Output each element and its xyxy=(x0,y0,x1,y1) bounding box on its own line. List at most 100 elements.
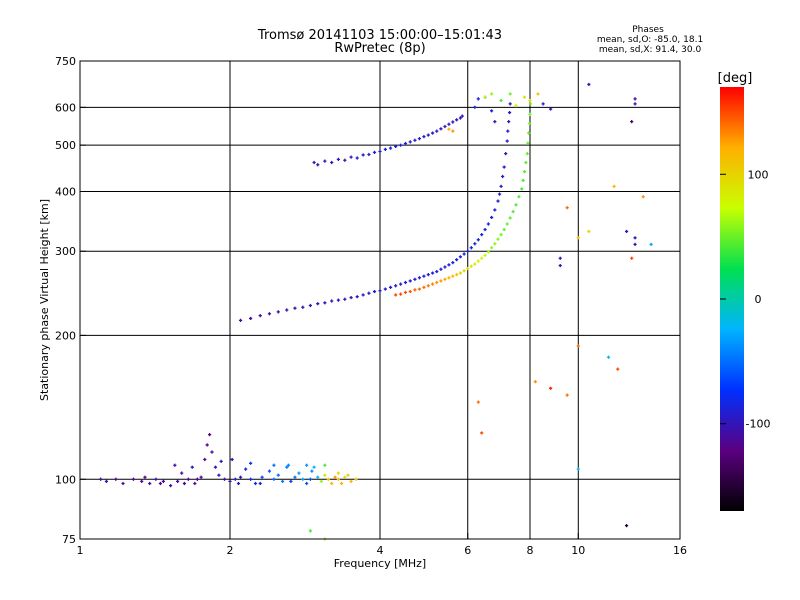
scatter-point xyxy=(388,285,393,290)
scatter-point xyxy=(355,156,359,160)
scatter-point xyxy=(316,302,320,306)
scatter-point xyxy=(527,121,532,126)
scatter-point xyxy=(499,98,503,103)
scatter-point xyxy=(308,303,313,308)
scatter-point xyxy=(285,465,289,469)
scatter-point xyxy=(258,314,262,318)
scatter-point xyxy=(148,481,152,486)
scatter-point xyxy=(502,165,506,169)
scatter-point xyxy=(253,481,258,486)
scatter-point xyxy=(469,264,473,268)
scatter-point xyxy=(394,144,398,149)
scatter-point xyxy=(458,271,463,275)
scatter-point xyxy=(176,479,180,483)
colorbar-tick-label: -100 xyxy=(746,418,771,431)
scatter-point xyxy=(343,297,347,301)
scatter-point xyxy=(260,475,264,479)
scatter-point xyxy=(388,146,393,150)
scatter-point xyxy=(199,475,203,479)
scatter-point xyxy=(476,259,480,263)
scatter-point xyxy=(258,481,262,486)
scatter-point xyxy=(483,95,487,99)
scatter-point xyxy=(413,277,417,281)
y-tick-label: 400 xyxy=(55,185,76,198)
scatter-point xyxy=(451,260,455,265)
scatter-point xyxy=(522,170,527,174)
stats-line-x: mean, sd,X: 91.4, 30.0 xyxy=(599,45,702,55)
scatter-point xyxy=(276,473,280,477)
scatter-point xyxy=(394,293,398,297)
scatter-point xyxy=(372,150,377,154)
scatter-point xyxy=(154,477,158,481)
scatter-point xyxy=(399,282,403,286)
scatter-point xyxy=(483,253,487,258)
scatter-point xyxy=(435,129,439,133)
scatter-point xyxy=(521,178,525,182)
scatter-point xyxy=(267,312,272,316)
scatter-point xyxy=(517,195,521,199)
scatter-point xyxy=(426,133,430,137)
scatter-point xyxy=(630,256,634,260)
scatter-point xyxy=(161,479,165,483)
scatter-point xyxy=(483,227,487,232)
y-tick-label: 600 xyxy=(55,101,76,114)
scatter-point xyxy=(336,157,340,161)
scatter-point xyxy=(466,249,470,253)
scatter-point xyxy=(301,305,305,309)
scatter-point xyxy=(616,367,620,371)
scatter-point xyxy=(451,129,455,133)
scatter-point xyxy=(312,465,316,469)
scatter-point xyxy=(403,280,408,285)
scatter-point xyxy=(451,120,455,124)
scatter-point xyxy=(203,457,207,462)
scatter-point xyxy=(587,229,591,234)
scatter-point xyxy=(455,273,459,277)
x-tick-label: 6 xyxy=(464,544,471,557)
scatter-point xyxy=(180,471,184,475)
x-axis-label: Frequency [MHz] xyxy=(334,557,426,570)
scatter-point xyxy=(490,246,494,250)
scatter-point xyxy=(249,316,253,321)
scatter-point xyxy=(490,109,494,113)
scatter-point xyxy=(499,184,503,188)
x-tick-label: 8 xyxy=(527,544,534,557)
scatter-point xyxy=(310,469,314,473)
scatter-point xyxy=(417,287,422,291)
scatter-point xyxy=(641,195,645,199)
scatter-point xyxy=(408,279,412,283)
scatter-point xyxy=(297,471,301,475)
scatter-point xyxy=(480,232,484,237)
scatter-point xyxy=(430,282,435,286)
scatter-point xyxy=(323,463,327,467)
scatter-point xyxy=(528,112,532,116)
scatter-point xyxy=(340,481,344,486)
y-tick-label: 100 xyxy=(55,473,76,486)
scatter-point xyxy=(333,475,337,479)
scatter-point xyxy=(316,163,320,167)
scatter-point xyxy=(131,477,136,481)
scatter-point xyxy=(305,481,309,486)
scatter-point xyxy=(285,308,289,312)
scatter-point xyxy=(323,301,327,305)
scatter-point xyxy=(293,306,297,310)
scatter-point xyxy=(447,122,451,126)
x-tick-label: 10 xyxy=(571,544,585,557)
scatter-point xyxy=(413,138,417,142)
scatter-point xyxy=(249,477,253,481)
scatter-point xyxy=(443,265,447,269)
scatter-point xyxy=(230,457,234,462)
stats-line-o: mean, sd,O: -85.0, 18.1 xyxy=(597,35,703,45)
data-points xyxy=(99,82,653,541)
scatter-point xyxy=(308,529,313,533)
scatter-point xyxy=(525,152,529,156)
scatter-point xyxy=(249,461,253,465)
scatter-point xyxy=(490,92,494,96)
scatter-point xyxy=(528,98,532,103)
scatter-point xyxy=(289,479,293,483)
scatter-point xyxy=(361,293,365,297)
scatter-point xyxy=(195,477,199,481)
scatter-point xyxy=(330,481,334,486)
scatter-point xyxy=(462,269,466,273)
scatter-point xyxy=(514,104,518,108)
scatter-point xyxy=(408,140,412,144)
